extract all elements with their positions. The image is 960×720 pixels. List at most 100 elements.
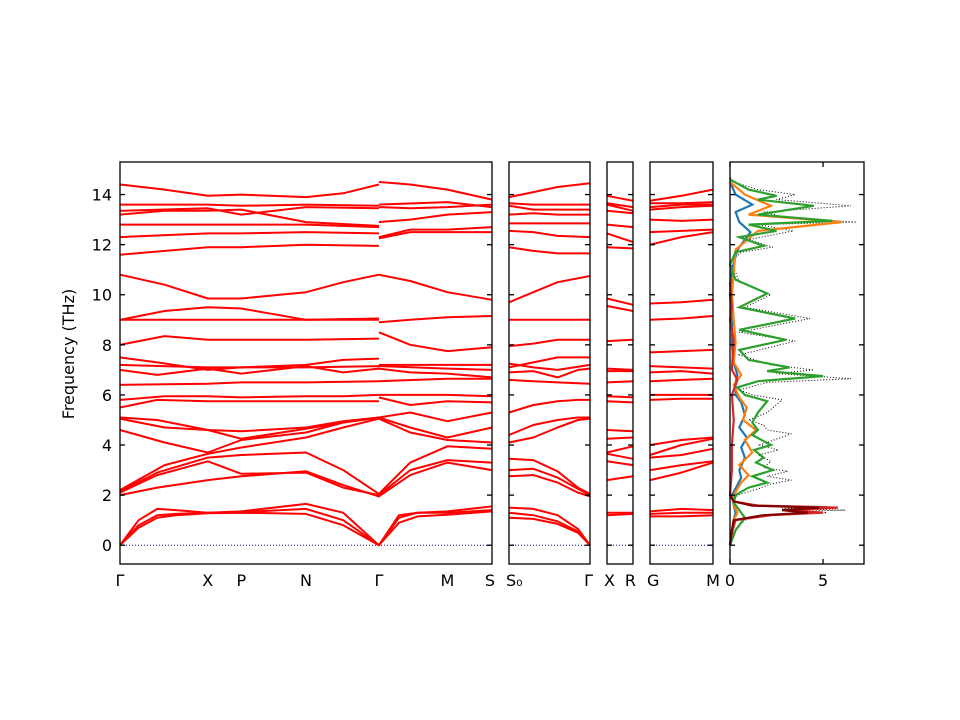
q-point-label: Γ — [116, 571, 125, 590]
band-8 — [606, 429, 634, 433]
band-1 — [606, 512, 634, 517]
band-32 — [119, 206, 379, 216]
band-23 — [119, 306, 379, 321]
band-2 — [649, 511, 713, 515]
band-16 — [119, 363, 493, 371]
band-21 — [508, 204, 590, 211]
band-27 — [378, 231, 492, 240]
band-18 — [508, 229, 591, 239]
band-3 — [119, 502, 493, 547]
y-tick-label: 0 — [102, 536, 112, 555]
band-22 — [650, 201, 714, 205]
band-5 — [606, 452, 634, 460]
panel-2: S₀ Γ — [506, 161, 593, 590]
band-8 — [649, 436, 714, 446]
band-10 — [119, 416, 380, 433]
band-21 — [649, 203, 713, 209]
band-20 — [378, 331, 493, 353]
dos-x-tick-label: 0 — [725, 571, 735, 590]
y-tick-label: 14 — [92, 186, 112, 205]
band-30 — [119, 208, 379, 227]
band-11 — [649, 377, 714, 383]
band-17 — [649, 231, 714, 246]
band-3 — [606, 475, 634, 482]
band-14 — [508, 338, 590, 348]
band-26 — [119, 231, 379, 239]
q-point-label: P — [236, 571, 246, 590]
band-5 — [508, 467, 591, 496]
band-4 — [606, 460, 634, 467]
band-28 — [120, 223, 379, 229]
band-6 — [606, 445, 634, 454]
band-24 — [119, 273, 493, 301]
band-12 — [649, 370, 714, 375]
q-point-label: Γ — [374, 571, 383, 590]
band-29 — [378, 226, 493, 239]
q-point-label: X — [604, 571, 615, 590]
band-20 — [508, 212, 590, 216]
panel-1: 0 2 4 6 8 10 12 14 Γ X P N Γ M S — [92, 161, 495, 590]
band-9 — [649, 397, 713, 401]
y-tick-label: 10 — [92, 286, 112, 305]
band-7 — [606, 436, 634, 440]
band-15 — [119, 365, 493, 379]
band-23 — [508, 182, 591, 199]
band-13 — [508, 356, 590, 369]
band-9 — [508, 398, 590, 414]
band-11 — [119, 398, 379, 409]
band-8 — [508, 416, 590, 436]
band-22 — [378, 315, 493, 324]
band-17 — [508, 246, 590, 255]
panel-frame — [508, 161, 591, 565]
band-7 — [508, 417, 591, 444]
band-16 — [508, 275, 591, 304]
band-36 — [119, 183, 380, 199]
q-point-label: M — [440, 571, 454, 590]
band-23 — [649, 188, 714, 202]
band-3 — [649, 507, 714, 513]
band-13 — [649, 365, 714, 370]
band-35 — [378, 201, 493, 209]
band-21 — [606, 203, 634, 212]
y-tick-label: 2 — [102, 486, 112, 505]
band-6 — [508, 457, 591, 495]
band-10 — [508, 378, 591, 385]
dos-curve-4 — [728, 178, 833, 546]
q-point-label: S₀ — [506, 571, 523, 590]
q-point-label: N — [300, 571, 312, 590]
band-7 — [119, 417, 493, 491]
band-10 — [606, 395, 634, 399]
band-3 — [508, 506, 591, 546]
y-tick-label: 4 — [102, 436, 112, 455]
q-point-label: G — [647, 571, 659, 590]
band-4 — [649, 461, 714, 482]
band-8 — [119, 416, 493, 454]
band-5 — [119, 459, 493, 497]
band-13 — [606, 367, 634, 371]
band-25 — [119, 243, 379, 256]
band-18 — [606, 232, 634, 244]
q-point-label: S — [485, 571, 495, 590]
dos-frame — [729, 161, 865, 565]
band-18 — [649, 228, 714, 234]
dos-curve-1 — [729, 176, 857, 546]
y-tick-label: 6 — [102, 386, 112, 405]
band-1 — [650, 514, 714, 518]
q-point-label: Γ — [584, 571, 593, 590]
dos-x-tick-label: 5 — [818, 571, 828, 590]
band-4 — [508, 474, 591, 498]
band-31 — [378, 211, 493, 224]
band-37 — [378, 181, 493, 201]
band-17 — [119, 356, 379, 371]
band-17 — [606, 246, 634, 250]
band-19 — [649, 218, 714, 222]
band-34 — [120, 203, 379, 207]
panel-frame — [649, 161, 714, 565]
y-axis-label: Frequency (THz) — [59, 289, 78, 419]
q-point-label: M — [706, 571, 720, 590]
band-12 — [378, 396, 493, 406]
